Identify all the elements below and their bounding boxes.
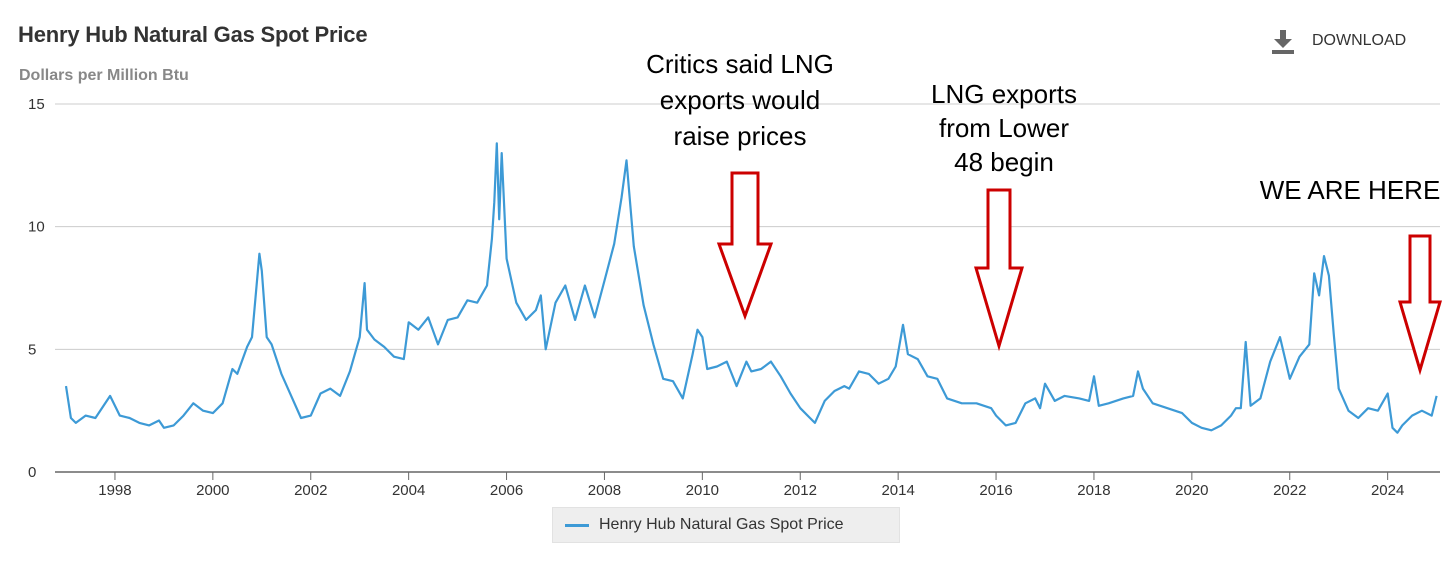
annotation-text: 48 begin <box>954 147 1054 177</box>
x-tick-label: 2008 <box>588 482 621 499</box>
legend-item[interactable]: Henry Hub Natural Gas Spot Price <box>552 507 900 543</box>
x-tick-label: 2006 <box>490 482 523 499</box>
x-tick-label: 2018 <box>1077 482 1110 499</box>
annotation-arrow <box>716 171 774 321</box>
axes: 0 5 10 15 1998 2000 2002 2004 2006 2008 2010 2012 20… <box>28 96 1440 499</box>
x-tick-label: 2000 <box>196 482 229 499</box>
annotation-arrow <box>973 188 1025 352</box>
x-tick-label: 2004 <box>392 482 425 499</box>
annotation-text: WE ARE HERE <box>1260 175 1441 205</box>
download-button[interactable]: DOWNLOAD <box>1270 28 1406 54</box>
annotation-text: Critics said LNG <box>646 49 834 79</box>
chart-subtitle: Dollars per Million Btu <box>19 67 189 84</box>
series-layer <box>64 142 1438 434</box>
x-tick-label: 2002 <box>294 482 327 499</box>
annotation-arrow <box>1397 234 1443 376</box>
y-tick-label: 15 <box>28 96 45 113</box>
legend-label: Henry Hub Natural Gas Spot Price <box>599 516 844 533</box>
y-tick-label: 0 <box>28 464 36 481</box>
download-label: DOWNLOAD <box>1312 32 1407 49</box>
annotation-text: LNG exports <box>931 79 1077 109</box>
download-icon <box>1272 30 1294 54</box>
x-tick-label: 2016 <box>979 482 1012 499</box>
legend-swatch <box>565 523 589 527</box>
annotation-text: exports would <box>660 85 820 115</box>
chart-title: Henry Hub Natural Gas Spot Price <box>18 22 368 47</box>
annotation-text: from Lower <box>939 113 1069 143</box>
annotation-text: raise prices <box>674 121 807 151</box>
x-tick-label: 2022 <box>1273 482 1306 499</box>
x-tick-label: 1998 <box>98 482 131 499</box>
y-tick-label: 5 <box>28 341 36 358</box>
x-tick-label: 2010 <box>686 482 719 499</box>
annotations: Critics said LNG exports would raise price… <box>646 49 1443 376</box>
x-tick-label: 2014 <box>881 482 914 499</box>
series-line-henry-hub <box>64 142 1438 434</box>
x-tick-label: 2020 <box>1175 482 1208 499</box>
y-tick-label: 10 <box>28 219 45 236</box>
x-tick-label: 2012 <box>784 482 817 499</box>
x-tick-label: 2024 <box>1371 482 1404 499</box>
